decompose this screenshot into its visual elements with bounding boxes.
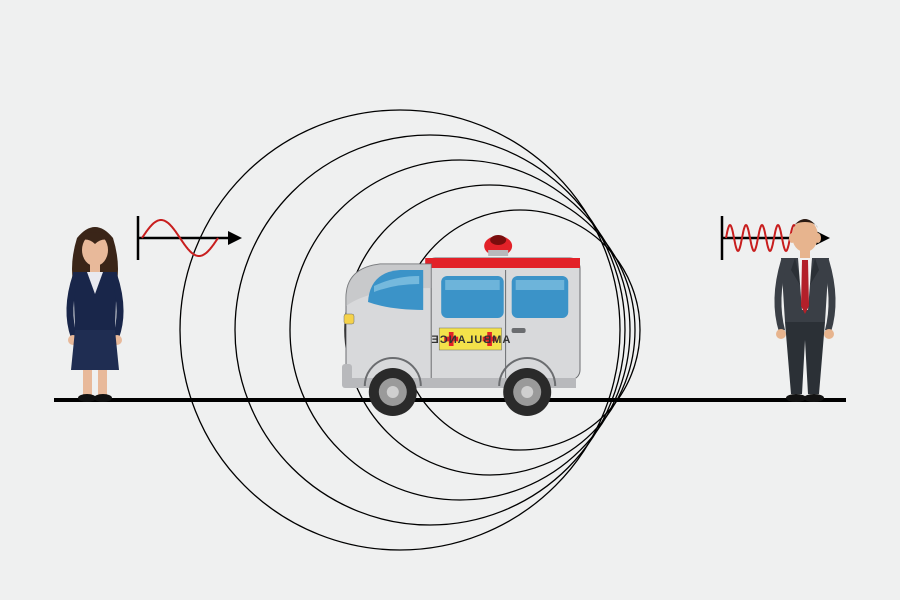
diagram-svg: AMBULANCE	[0, 0, 900, 600]
diagram-stage: Doppler Effect Low Frequency High Freque…	[0, 0, 900, 600]
svg-text:AMBULANCE: AMBULANCE	[430, 334, 510, 346]
